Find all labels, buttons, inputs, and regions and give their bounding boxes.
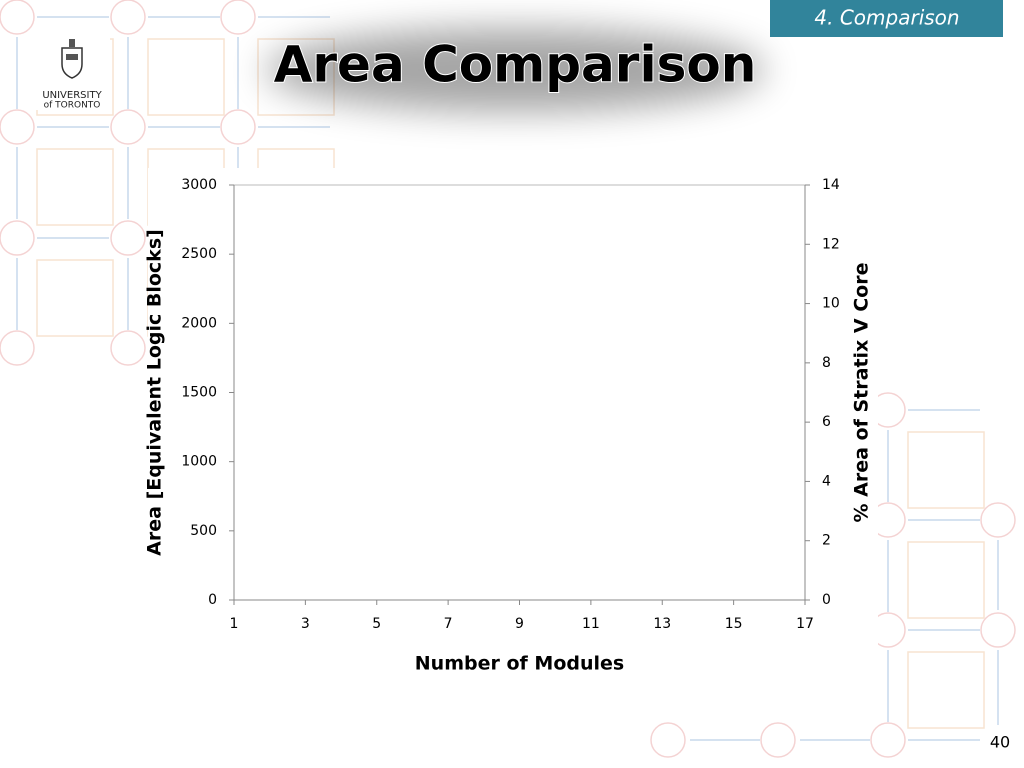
x-tick-label: 7 xyxy=(444,616,453,632)
x-tick-label: 17 xyxy=(796,616,814,632)
y2-axis-title: % Area of Stratix V Core xyxy=(851,263,873,523)
y-tick-label: 3000 xyxy=(181,177,217,193)
x-tick-label: 11 xyxy=(582,616,600,632)
y2-tick-label: 10 xyxy=(822,296,840,312)
plot-area xyxy=(233,184,806,601)
y2-tick-label: 6 xyxy=(822,414,831,430)
section-tag xyxy=(770,0,1003,37)
y-tick-label: 1000 xyxy=(181,454,217,470)
y2-tick-label: 0 xyxy=(822,592,831,608)
y-tick-label: 500 xyxy=(190,523,217,539)
logo-crest xyxy=(61,39,83,79)
x-axis-title: Number of Modules xyxy=(415,653,624,675)
x-tick-label: 3 xyxy=(301,616,310,632)
x-tick-label: 15 xyxy=(725,616,743,632)
y-axis-title: Area [Equivalent Logic Blocks] xyxy=(144,229,166,556)
x-tick-label: 1 xyxy=(230,616,239,632)
y-tick-label: 2500 xyxy=(181,246,217,262)
x-tick-label: 5 xyxy=(372,616,381,632)
y-tick-label: 0 xyxy=(208,592,217,608)
logo-text: UNIVERSITY xyxy=(42,90,102,101)
x-tick-label: 13 xyxy=(653,616,671,632)
y2-tick-label: 4 xyxy=(822,473,831,489)
x-tick-label: 9 xyxy=(515,616,524,632)
y2-tick-label: 14 xyxy=(822,177,840,193)
logo-text: of TORONTO xyxy=(44,101,101,111)
y2-tick-label: 12 xyxy=(822,236,840,252)
page-number-box xyxy=(984,729,1016,757)
y-tick-label: 2000 xyxy=(181,315,217,331)
y2-tick-label: 2 xyxy=(822,533,831,549)
slide-title: Area Comparison xyxy=(274,36,757,94)
page-number: 40 xyxy=(990,733,1010,752)
background-decor xyxy=(0,0,1016,758)
y-tick-label: 1500 xyxy=(181,385,217,401)
title-glow xyxy=(265,28,765,112)
y2-tick-label: 8 xyxy=(822,355,831,371)
section-label: 4. Comparison xyxy=(814,6,959,30)
